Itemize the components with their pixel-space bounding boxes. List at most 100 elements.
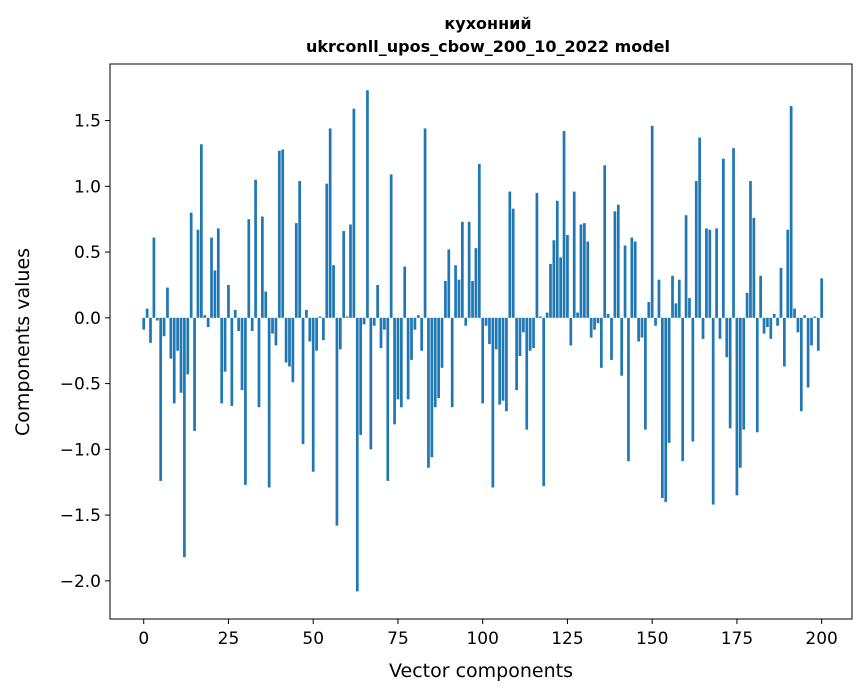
bar (172, 317, 176, 404)
bar (677, 279, 681, 318)
bar (569, 317, 573, 346)
bar (162, 317, 166, 337)
bar (271, 317, 274, 334)
bar (769, 317, 773, 339)
y-tick-label: −1.0 (60, 440, 101, 460)
bar (688, 298, 691, 318)
bar (511, 208, 515, 318)
bar (410, 317, 413, 360)
bar (179, 317, 183, 393)
bar (674, 303, 678, 318)
bar (667, 317, 671, 443)
bar (745, 292, 749, 318)
x-tick-label: 100 (466, 629, 498, 649)
x-tick-label: 75 (387, 629, 409, 649)
bar (786, 229, 790, 318)
bar (474, 248, 478, 318)
bar (257, 317, 261, 408)
bar (240, 317, 244, 391)
bar (416, 315, 420, 318)
bar (559, 257, 563, 318)
bar (528, 317, 532, 351)
bar (806, 317, 810, 388)
bar (728, 317, 732, 429)
bar (399, 317, 403, 408)
bar (284, 317, 288, 363)
bar (711, 317, 715, 505)
bar (799, 317, 803, 412)
bar (155, 317, 159, 321)
bar (372, 317, 376, 326)
bar (315, 317, 318, 351)
bar (572, 191, 576, 318)
bar (657, 279, 661, 318)
bar (379, 317, 383, 349)
bar (169, 317, 173, 359)
x-tick-label: 200 (805, 629, 837, 649)
bar (576, 312, 579, 318)
bar (332, 265, 335, 318)
bar (166, 287, 169, 318)
x-axis-label: Vector components (389, 660, 573, 682)
bar (789, 106, 793, 318)
bar (267, 317, 271, 488)
bar (759, 275, 762, 318)
bar (464, 317, 468, 326)
bar (766, 317, 769, 328)
bar (440, 317, 444, 368)
bar (325, 183, 329, 318)
bar (213, 270, 217, 318)
x-tick-label: 175 (721, 629, 753, 649)
bar (471, 281, 474, 318)
bar (522, 317, 525, 333)
bar (752, 217, 756, 318)
bar (335, 317, 339, 526)
y-tick-label: 0.5 (74, 243, 101, 263)
bar (362, 317, 366, 325)
bar (254, 179, 257, 318)
bar (640, 317, 644, 338)
bar (145, 308, 149, 318)
bar (433, 317, 437, 408)
bar (467, 221, 471, 318)
bar (298, 181, 302, 318)
x-tick-label: 50 (302, 629, 324, 649)
bar (586, 241, 590, 318)
bar (664, 317, 668, 502)
bar (281, 149, 285, 318)
bar (725, 317, 729, 358)
bar (606, 313, 610, 318)
bar (715, 228, 718, 318)
bar (210, 237, 213, 318)
bar (738, 317, 742, 468)
bar (396, 317, 400, 400)
bar (437, 317, 440, 399)
x-tick-label: 0 (138, 629, 149, 649)
bar (552, 240, 556, 318)
bar (762, 317, 766, 334)
y-tick-label: −0.5 (60, 375, 101, 395)
bar (637, 317, 640, 342)
bar (261, 216, 264, 318)
bar (549, 263, 552, 318)
bar (237, 317, 240, 331)
bar (630, 237, 634, 318)
bar (803, 315, 807, 318)
bar (501, 317, 505, 401)
bar (694, 181, 698, 318)
bar (355, 317, 359, 592)
bar (508, 191, 512, 318)
bar (722, 158, 725, 318)
bar (538, 316, 542, 318)
bar (749, 181, 752, 318)
bar (427, 317, 430, 468)
bar (447, 249, 451, 318)
bar (308, 317, 312, 342)
bar (535, 192, 539, 318)
bar (796, 317, 800, 333)
bar (376, 284, 379, 318)
y-tick-label: 1.0 (74, 177, 101, 197)
bar (579, 224, 583, 318)
bar (705, 228, 708, 318)
